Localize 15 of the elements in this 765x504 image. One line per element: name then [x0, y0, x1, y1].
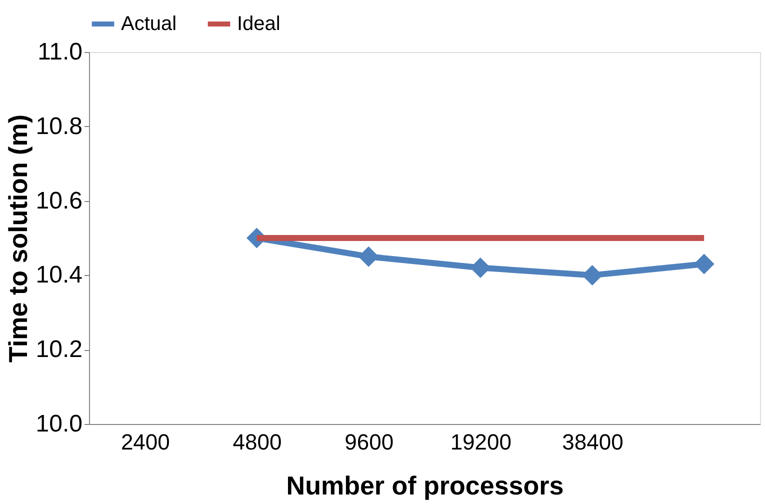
x-tick-label: 9600 [344, 430, 394, 454]
x-tick-label: 4800 [232, 430, 282, 454]
y-tick-label: 10.4 [36, 262, 82, 289]
x-axis-title: Number of processors [286, 470, 564, 500]
x-tick-label: 19200 [450, 430, 512, 454]
x-tick-label: 2400 [120, 430, 170, 454]
y-tick-label: 10.8 [36, 112, 82, 140]
y-tick-label: 10.2 [36, 336, 82, 364]
y-axis-title: Time to solution (m) [2, 114, 33, 362]
y-tick-label: 10.0 [36, 410, 82, 438]
x-tick-label: 38400 [562, 430, 624, 454]
y-tick-label: 11.0 [38, 38, 82, 66]
y-tick-label: 10.6 [36, 187, 82, 214]
legend-label: Ideal [237, 13, 280, 35]
legend-label: Actual [121, 13, 177, 35]
